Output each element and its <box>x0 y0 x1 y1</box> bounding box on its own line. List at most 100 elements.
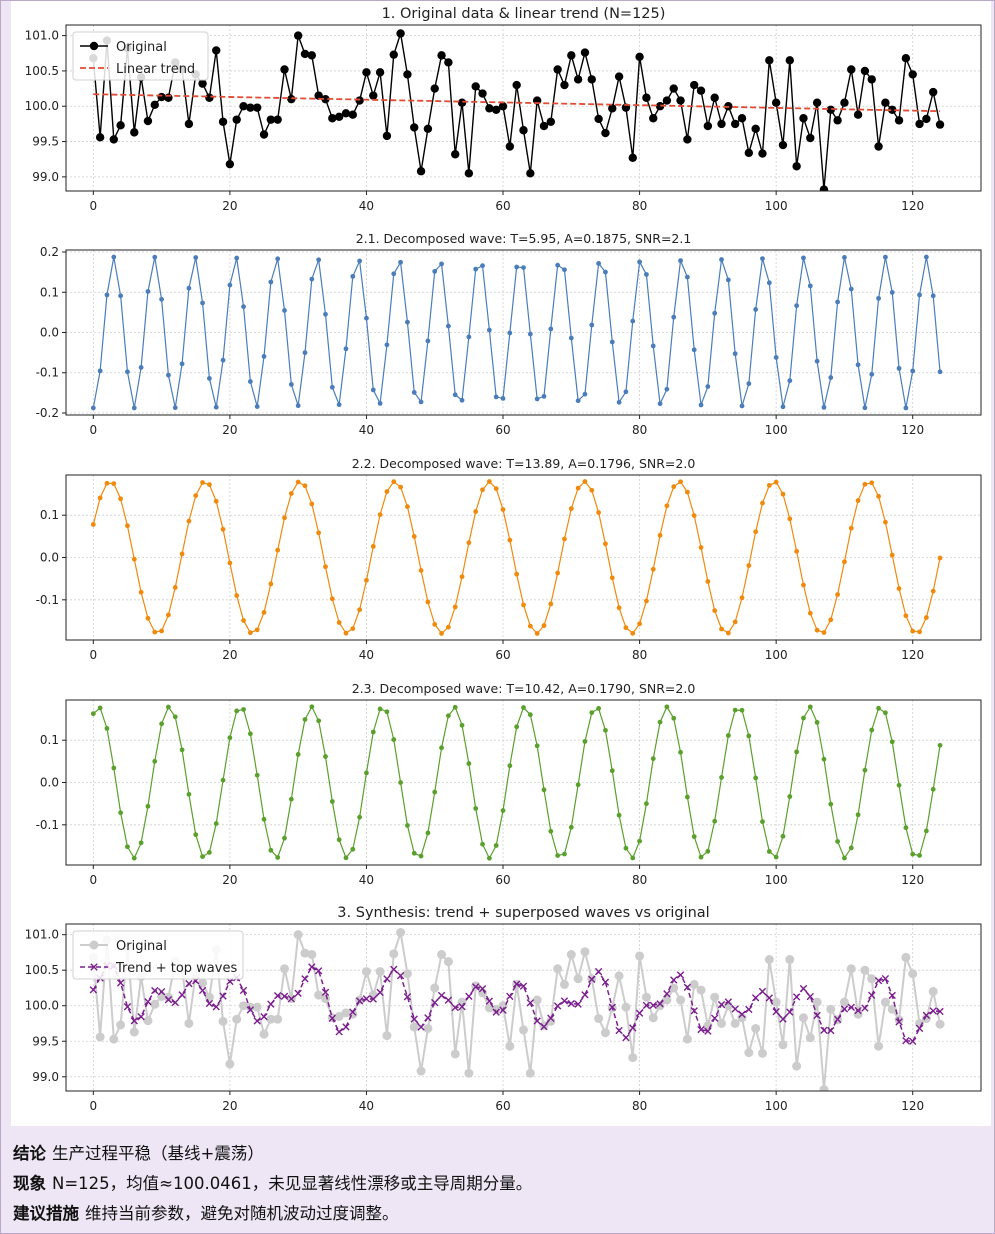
chart-panel-5: 3. Synthesis: trend + superposed waves v… <box>25 905 982 1113</box>
synthesis-fit-marker <box>601 978 610 986</box>
original-point <box>690 80 699 90</box>
synthesis-fit-marker <box>369 995 377 1003</box>
synthesis-original-point <box>184 1018 194 1028</box>
original-point <box>539 121 549 131</box>
synthesis-fit-marker <box>874 976 883 985</box>
synthesis-fit-marker <box>731 1005 739 1013</box>
synthesis-fit-marker <box>909 1037 917 1046</box>
synthesis-fit-marker <box>588 975 596 984</box>
wave-point <box>391 737 397 742</box>
synthesis-fit-marker <box>765 994 774 1002</box>
synthesis-fit-marker <box>451 1003 459 1012</box>
chart-panel-2: 2.1. Decomposed wave: T=5.95, A=0.1875, … <box>36 231 982 437</box>
original-point <box>444 58 453 67</box>
wave-point <box>807 283 813 289</box>
wave-point <box>555 570 561 576</box>
wave-point <box>842 559 847 565</box>
wave-point <box>650 343 656 349</box>
original-point <box>348 110 357 119</box>
original-point <box>614 72 624 81</box>
synthesis-fit-marker <box>273 992 282 1000</box>
conclusion-line: 结论 生产过程平稳（基线+震荡） <box>13 1139 983 1169</box>
synthesis-original-point <box>437 950 447 960</box>
synthesis-fit-marker <box>492 1008 500 1016</box>
wave-point <box>200 480 205 485</box>
synthesis-original-point <box>744 1048 754 1058</box>
synthesis-fit-marker <box>779 1015 787 1023</box>
wave-point <box>159 628 164 634</box>
wave-point <box>213 404 219 410</box>
wave-point <box>609 575 615 581</box>
y-tick-label: -0.1 <box>36 818 59 832</box>
synthesis-fit-marker <box>396 971 405 980</box>
original-point <box>840 98 849 107</box>
wave-point <box>220 777 226 783</box>
wave-point <box>131 405 137 411</box>
original-point <box>785 56 795 65</box>
wave-point <box>268 279 274 285</box>
synthesis-original-point <box>505 1041 515 1051</box>
wave-point <box>418 853 424 859</box>
synthesis-fit-marker <box>915 1024 924 1033</box>
wave-point <box>507 763 513 769</box>
synthesis-original-point <box>232 1014 242 1024</box>
synthesis-original-point <box>757 1048 767 1058</box>
wave-point <box>295 403 301 409</box>
y-tick-label: 0.0 <box>40 776 59 790</box>
synthesis-original-point <box>116 1020 126 1030</box>
synthesis-original-point <box>676 995 686 1005</box>
wave-point <box>425 338 431 344</box>
synthesis-fit-marker <box>335 1028 343 1036</box>
conclusion-text: 生产过程平稳（基线+震荡） <box>52 1144 264 1163</box>
wave-point <box>275 547 281 553</box>
synthesis-fit-marker <box>649 1001 657 1009</box>
wave-point <box>125 369 130 375</box>
synthesis-original-point <box>621 1002 631 1012</box>
wave-point <box>548 326 554 332</box>
synthesis-fit-marker <box>533 1017 541 1025</box>
synthesis-fit-marker <box>724 998 733 1006</box>
wave-point <box>138 589 144 595</box>
x-tick-label: 80 <box>632 873 647 887</box>
synthesis-fit-marker <box>922 1011 931 1020</box>
wave-point <box>288 382 294 387</box>
wave-point <box>814 627 820 633</box>
original-point <box>341 109 351 118</box>
synthesis-original-point <box>314 990 324 1000</box>
wave-point <box>268 581 274 587</box>
wave-point <box>828 375 834 380</box>
wave-point <box>596 510 602 515</box>
wave-point <box>439 631 444 636</box>
synthesis-fit-marker <box>547 1014 555 1022</box>
wave-point <box>555 853 561 858</box>
plot-area <box>90 479 943 636</box>
wave-point <box>568 824 574 830</box>
wave-point <box>138 840 144 846</box>
synthesis-fit-marker <box>642 1001 651 1010</box>
original-point <box>369 91 378 100</box>
wave-point <box>596 706 602 711</box>
synthesis-fit-marker <box>594 967 603 976</box>
synthesis-original-point <box>443 957 453 967</box>
synthesis-original-point <box>163 992 173 1002</box>
original-point <box>259 130 269 139</box>
original-point <box>717 119 726 129</box>
synthesis-fit-marker <box>478 984 487 993</box>
x-tick-label: 0 <box>89 873 97 887</box>
wave-point <box>637 621 642 627</box>
wave-point <box>821 756 827 762</box>
synthesis-fit-marker <box>929 1007 937 1015</box>
original-point <box>751 124 760 134</box>
legend-original-label: Original <box>116 40 167 55</box>
y-tick-label: 0.1 <box>40 285 59 299</box>
wave-point <box>193 255 199 260</box>
original-point <box>293 31 303 40</box>
wave-point <box>514 571 520 577</box>
wave-point <box>753 529 759 535</box>
wave-point <box>705 384 711 389</box>
original-point <box>894 116 904 125</box>
wave-point <box>842 255 847 260</box>
wave-point <box>678 258 683 264</box>
synthesis-original-point <box>860 965 870 975</box>
wave-point <box>261 354 267 359</box>
